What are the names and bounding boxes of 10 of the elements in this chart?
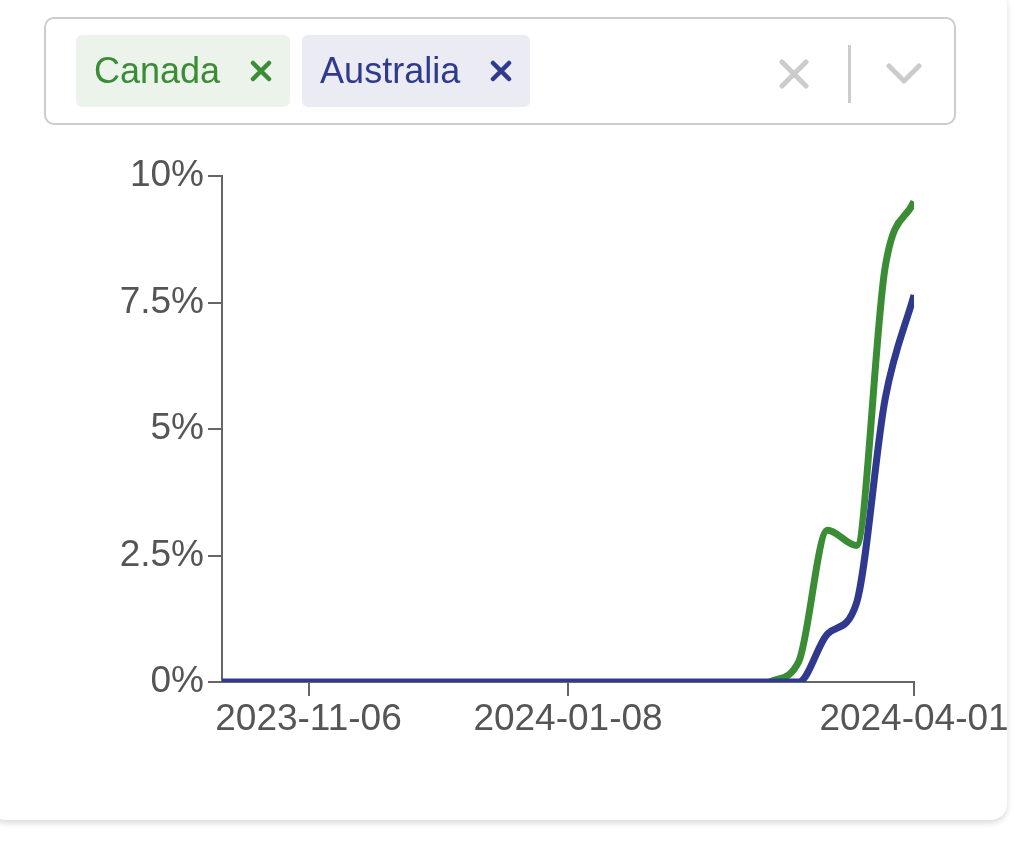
y-tick-label: 2.5%	[119, 532, 204, 574]
x-tick-label: 2024-04-01	[819, 697, 1009, 739]
x-tick-label: 2024-01-08	[473, 697, 663, 739]
legend-label: Australia	[320, 50, 461, 92]
legend-label: Canada	[94, 50, 221, 92]
y-tick-label: 5%	[150, 406, 204, 448]
y-tick-label: 0%	[150, 659, 204, 701]
y-tick-label: 10%	[129, 153, 204, 195]
y-tick-label: 7.5%	[119, 279, 204, 321]
x-tick-label: 2023-11-06	[215, 697, 402, 739]
